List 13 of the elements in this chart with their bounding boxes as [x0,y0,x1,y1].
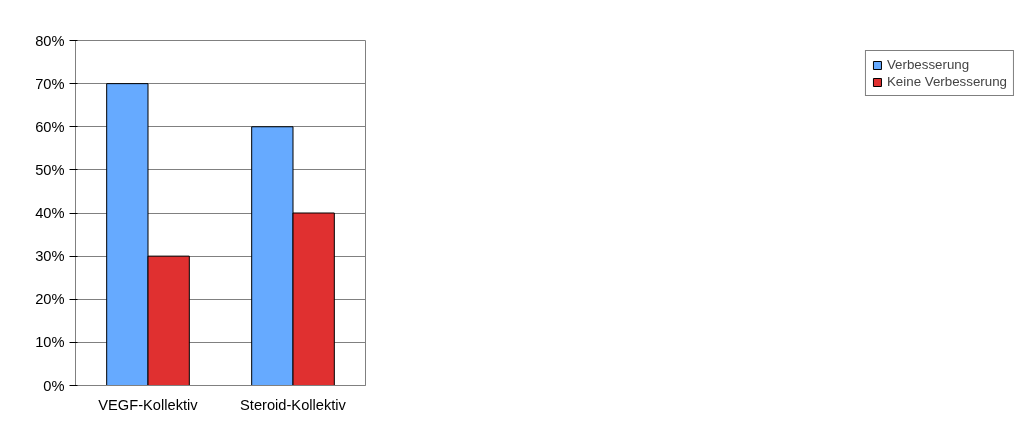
y-tick-label: 30% [35,248,65,265]
legend-label: Verbesserung [886,57,970,72]
y-tick-label: 0% [43,377,65,394]
y-tick-label: 10% [35,334,65,351]
y-tick-label: 60% [35,118,65,135]
legend-label: Keine Verbesserung [886,74,1007,89]
x-tick-label: Steroid-Kollektiv [240,396,347,413]
x-tick-label: VEGF-Kollektiv [98,396,199,413]
y-tick-label: 70% [35,75,65,92]
y-tick-label: 20% [35,291,65,308]
y-tick-label: 50% [35,161,65,178]
y-tick-label: 40% [35,205,65,221]
y-tick-label: 80% [35,32,65,49]
